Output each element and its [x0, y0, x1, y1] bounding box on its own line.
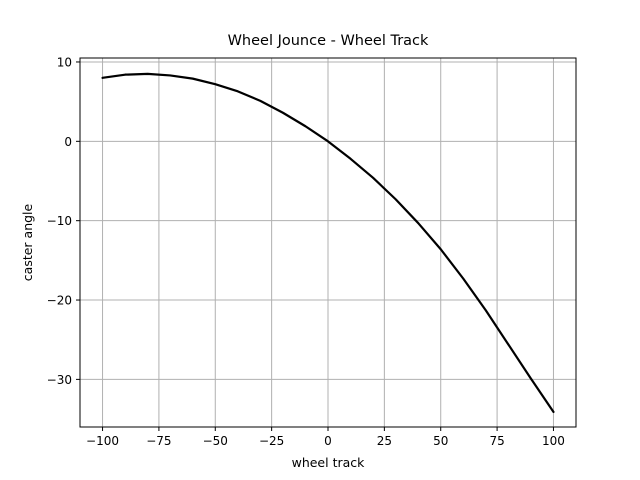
- series-line: [101, 72, 555, 414]
- y-tick-label: −10: [47, 214, 72, 228]
- x-tick-label: 75: [489, 434, 504, 448]
- x-tick-label: 50: [433, 434, 448, 448]
- grid: [80, 58, 576, 427]
- series-layer: [101, 72, 555, 414]
- y-tick-label: 0: [64, 135, 72, 149]
- y-axis-label: caster angle: [20, 203, 35, 281]
- x-axis-label: wheel track: [292, 455, 366, 470]
- y-tick-label: −30: [47, 373, 72, 387]
- x-tick-label: −100: [86, 434, 119, 448]
- chart-title: Wheel Jounce - Wheel Track: [228, 33, 429, 49]
- y-tick-label: −20: [47, 294, 72, 308]
- x-tick-label: 25: [377, 434, 392, 448]
- x-tick-label: −50: [203, 434, 228, 448]
- x-tick-label: −25: [259, 434, 284, 448]
- y-tick-label: 10: [57, 55, 72, 69]
- x-tick-label: −75: [146, 434, 171, 448]
- x-tick-label: 100: [542, 434, 565, 448]
- x-tick-label: 0: [324, 434, 332, 448]
